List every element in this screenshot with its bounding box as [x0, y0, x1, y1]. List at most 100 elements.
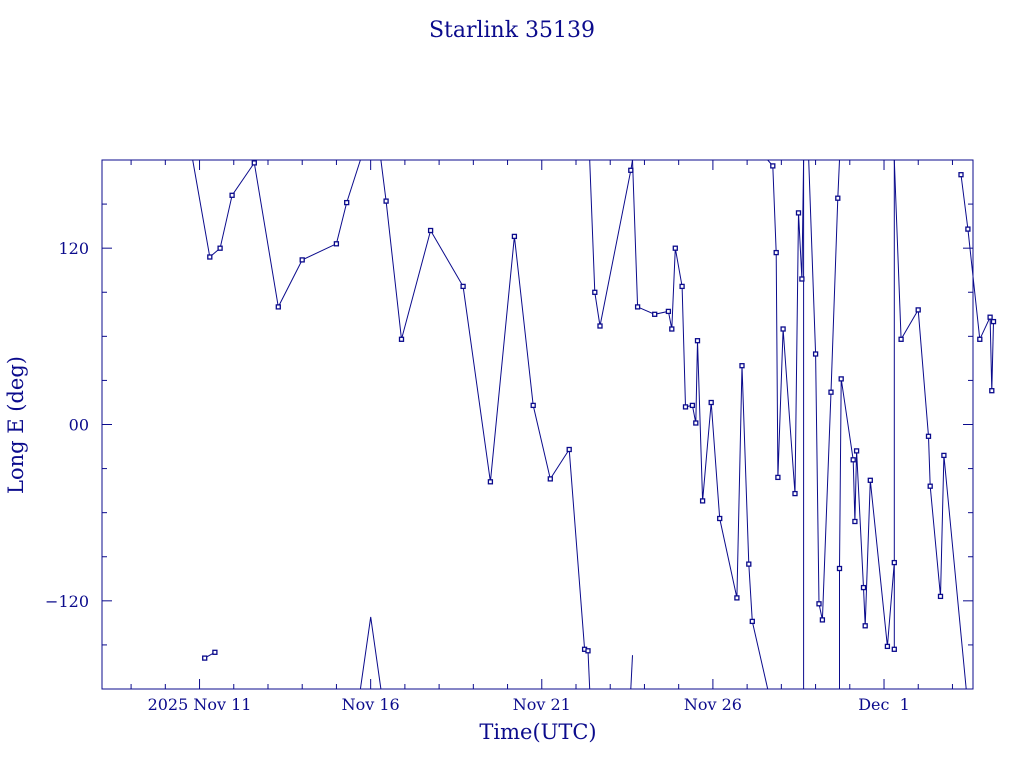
data-point — [547, 476, 553, 482]
data-point — [853, 448, 860, 454]
data-point — [989, 388, 995, 394]
data-point — [585, 648, 591, 654]
data-point — [460, 283, 466, 290]
data-point — [734, 595, 740, 601]
data-point — [792, 490, 798, 497]
data-point — [344, 199, 350, 206]
data-point — [941, 452, 947, 459]
data-point — [693, 420, 699, 426]
series-longitude — [192, 159, 994, 690]
data-point — [990, 318, 997, 325]
data-point — [852, 518, 858, 525]
x-tick-label: Nov 21 — [513, 695, 571, 714]
data-point — [217, 245, 223, 251]
series-line-segment — [893, 159, 967, 690]
data-point — [746, 561, 752, 567]
x-tick-label: Nov 16 — [342, 695, 400, 714]
data-point — [299, 257, 305, 263]
data-point — [530, 402, 536, 409]
data-point — [333, 241, 340, 247]
series-line-segment — [359, 616, 382, 690]
data-point — [427, 227, 434, 234]
data-point — [229, 192, 235, 198]
data-point — [915, 307, 921, 313]
x-tick-labels: 2025 Nov 11 Nov 16 Nov 21 Nov 26 Dec 1 — [148, 695, 910, 714]
data-point — [694, 338, 701, 344]
data-point — [207, 254, 213, 260]
data-point — [812, 351, 819, 357]
data-points — [202, 160, 997, 661]
data-point — [816, 601, 822, 607]
series-line-segment — [839, 160, 895, 689]
series-line-segment — [589, 159, 633, 327]
data-point — [891, 559, 897, 566]
y-tick-label: −120 — [45, 592, 89, 611]
data-point — [566, 446, 572, 453]
data-point — [770, 163, 776, 169]
series-line-segment — [808, 159, 840, 621]
data-point — [275, 304, 281, 310]
data-point — [682, 404, 689, 410]
data-point — [937, 593, 944, 600]
data-point — [652, 311, 658, 317]
data-point — [689, 402, 696, 409]
axis-ticks — [102, 160, 973, 689]
data-point — [672, 245, 678, 251]
chart-title: Starlink 35139 — [429, 18, 595, 43]
data-point — [251, 160, 257, 166]
data-point — [987, 314, 993, 320]
data-point — [838, 376, 844, 382]
y-tick-label: 00 — [69, 416, 89, 435]
data-point — [958, 172, 964, 178]
data-point — [828, 389, 834, 395]
data-point — [634, 304, 641, 310]
data-point — [775, 474, 781, 481]
data-point — [835, 195, 841, 201]
data-point — [717, 515, 723, 522]
data-point — [780, 326, 786, 332]
data-point — [836, 565, 843, 572]
data-point — [628, 167, 634, 173]
series-line-segment — [380, 159, 591, 690]
data-point — [795, 210, 802, 216]
y-axis-label: Long E (deg) — [4, 356, 28, 494]
series-line-segment — [630, 655, 633, 690]
x-tick-label: 2025 Nov 11 — [148, 695, 252, 714]
data-point — [799, 276, 805, 282]
data-point — [592, 289, 598, 295]
data-point — [665, 308, 672, 315]
series-line-segment — [632, 159, 769, 690]
data-point — [398, 336, 405, 342]
data-point — [708, 399, 714, 406]
y-tick-labels: 120 00 −120 — [45, 239, 89, 611]
x-tick-label: Dec 1 — [858, 695, 910, 714]
data-point — [679, 283, 685, 290]
data-point — [212, 649, 218, 655]
data-point — [749, 618, 755, 625]
data-point — [669, 326, 675, 332]
data-point — [860, 584, 867, 591]
data-point — [487, 479, 494, 485]
x-tick-label: Nov 26 — [684, 695, 742, 714]
series-line-segment — [192, 159, 361, 309]
y-tick-label: 120 — [58, 239, 89, 258]
data-point — [819, 617, 826, 623]
data-point — [597, 323, 603, 329]
data-point — [511, 233, 518, 240]
data-point — [739, 363, 745, 369]
data-point — [925, 433, 932, 439]
data-point — [850, 457, 856, 463]
data-point — [965, 226, 971, 232]
data-point — [927, 483, 933, 489]
data-point — [898, 336, 904, 342]
data-point — [977, 336, 983, 342]
data-point — [884, 643, 891, 650]
data-point — [867, 477, 873, 483]
x-axis-label: Time(UTC) — [479, 720, 596, 744]
data-point — [773, 249, 779, 256]
data-point — [699, 498, 706, 504]
data-point — [383, 198, 389, 204]
data-point — [202, 655, 208, 661]
series-line-segment — [960, 174, 994, 391]
